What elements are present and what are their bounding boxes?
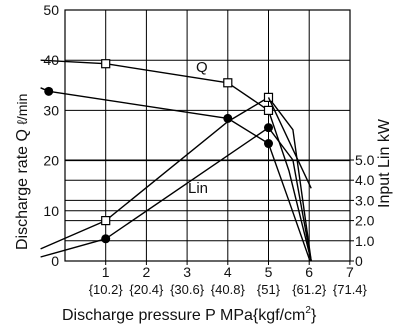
y-tick-label: 0 bbox=[51, 253, 59, 269]
y2-tick-label: 2.0 bbox=[355, 213, 375, 229]
square-marker bbox=[263, 105, 274, 116]
x-tick-label: 1 bbox=[102, 264, 110, 280]
circle-marker bbox=[101, 234, 111, 244]
x-tick-label: 6 bbox=[305, 264, 313, 280]
y2-tick-label: 1.0 bbox=[355, 233, 375, 249]
square-marker bbox=[101, 216, 111, 226]
grid-layer bbox=[65, 10, 354, 265]
y-tick-label: 20 bbox=[43, 153, 59, 169]
x-sub-tick-label: {20.4} bbox=[129, 282, 164, 297]
circle-marker bbox=[264, 123, 273, 133]
annotation-q: Q bbox=[196, 59, 208, 76]
series-line-curve-4 bbox=[267, 97, 312, 189]
x-tick-label: 3 bbox=[183, 264, 191, 280]
plot-frame bbox=[64, 9, 351, 262]
y2-axis-label: Input Lin kW bbox=[376, 118, 393, 208]
y2-tick-label: 4.0 bbox=[355, 172, 375, 188]
curves-layer bbox=[40, 59, 312, 262]
x-sub-tick-label: {51} bbox=[257, 282, 281, 297]
y2-tick-label: 5.0 bbox=[355, 152, 375, 168]
series-line-Lin bbox=[40, 96, 312, 262]
y2-tick-label: 3.0 bbox=[355, 192, 375, 208]
x-sub-tick-label: {71.4} bbox=[333, 282, 368, 297]
x-tick-label: 7 bbox=[346, 264, 354, 280]
x-tick-label: 2 bbox=[143, 264, 151, 280]
y-tick-label: 40 bbox=[43, 52, 59, 68]
x-tick-label: 4 bbox=[224, 264, 232, 280]
square-marker bbox=[101, 59, 111, 69]
y2-tick-label: 0 bbox=[355, 253, 363, 269]
x-sub-tick-label: {30.6} bbox=[170, 282, 205, 297]
y-tick-label: 10 bbox=[43, 203, 59, 219]
x-tick-label: 5 bbox=[265, 264, 273, 280]
y-axis-label: Discharge rate Q ℓ/min bbox=[14, 94, 31, 250]
x-axis-label: Discharge pressure P MPa{kgf/cm2} bbox=[62, 305, 317, 324]
y-tick-label: 30 bbox=[43, 102, 59, 118]
square-marker bbox=[223, 78, 233, 88]
series-line-Q bbox=[40, 59, 312, 262]
x-sub-tick-label: {40.8} bbox=[211, 282, 246, 297]
annotation-lin: Lin bbox=[188, 180, 208, 197]
circle-marker bbox=[44, 86, 54, 96]
circle-marker bbox=[264, 139, 273, 149]
tick-label-layer: 1 {10.2} 2 {20.4} 3 {30.6} 4 {40.8} 5 {51} 6 {61.2}… bbox=[43, 2, 374, 297]
square-marker bbox=[263, 92, 274, 102]
x-sub-tick-label: {61.2} bbox=[292, 282, 327, 297]
x-sub-tick-label: {10.2} bbox=[89, 282, 124, 297]
y-tick-label: 50 bbox=[43, 2, 59, 18]
